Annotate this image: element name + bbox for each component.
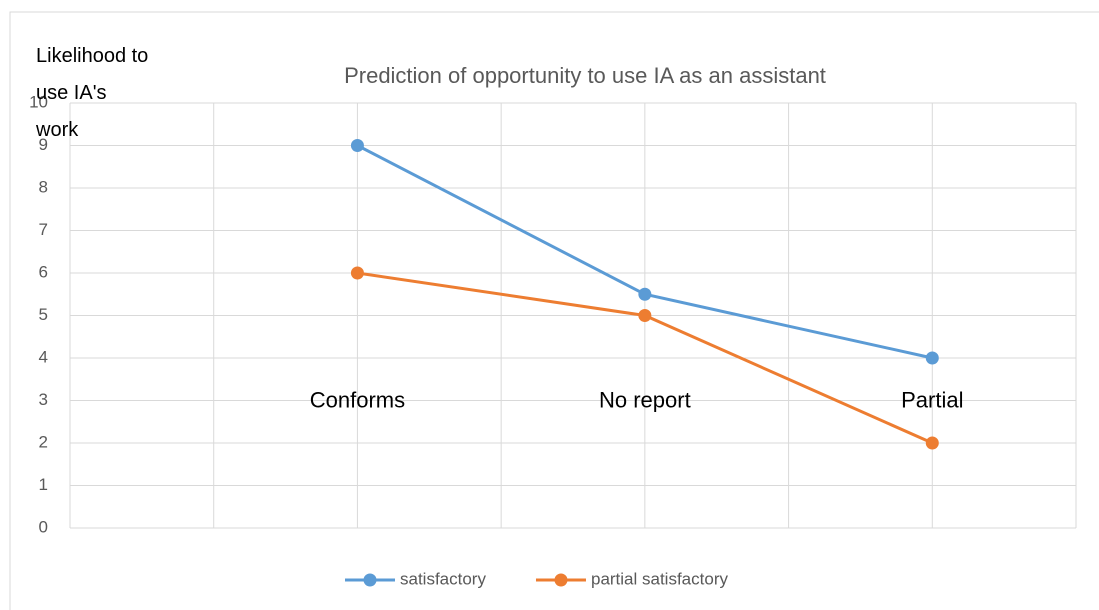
category-label: No report <box>599 387 691 412</box>
y-tick-label: 7 <box>39 220 48 239</box>
point <box>925 351 939 365</box>
y-tick-label: 4 <box>39 347 48 366</box>
y-tick-label: 2 <box>39 432 48 451</box>
y-tick-label: 9 <box>39 135 48 154</box>
point <box>350 266 364 280</box>
y-tick-label: 0 <box>39 517 48 536</box>
legend-marker <box>554 573 568 587</box>
category-label: Conforms <box>310 387 405 412</box>
legend-label: satisfactory <box>400 569 486 588</box>
y-tick-label: 6 <box>39 262 48 281</box>
point <box>350 139 364 152</box>
y-tick-label: 3 <box>39 390 48 409</box>
y-tick-label: 1 <box>39 475 48 494</box>
legend-marker <box>363 573 377 587</box>
y-axis-label: Likelihood to use IA's work <box>36 45 149 141</box>
chart-title: Prediction of opportunity to use IA as a… <box>344 63 826 88</box>
chart-frame <box>9 11 1099 610</box>
y-tick-label: 5 <box>39 305 48 324</box>
category-label: Partial <box>901 387 963 412</box>
point <box>638 309 652 322</box>
point <box>638 287 652 301</box>
y-tick-label: 8 <box>39 177 48 196</box>
point <box>925 436 939 450</box>
y-tick-label: 10 <box>29 92 48 111</box>
legend-label: partial satisfactory <box>591 569 728 588</box>
